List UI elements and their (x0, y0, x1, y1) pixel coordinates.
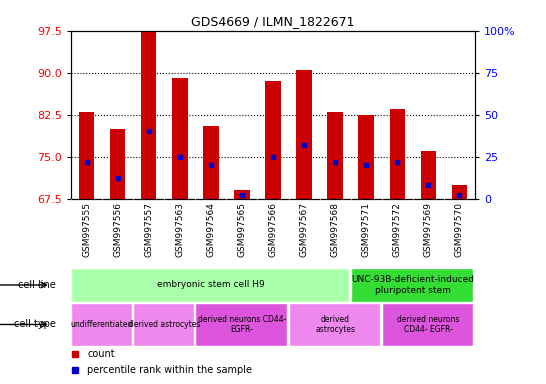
Text: cell type: cell type (14, 319, 56, 329)
Text: undifferentiated: undifferentiated (71, 320, 133, 329)
Text: GSM997569: GSM997569 (424, 202, 433, 257)
Text: cell line: cell line (17, 280, 56, 290)
Text: derived astrocytes: derived astrocytes (128, 320, 200, 329)
Text: GSM997567: GSM997567 (300, 202, 308, 257)
Text: GSM997566: GSM997566 (269, 202, 277, 257)
Text: GSM997568: GSM997568 (331, 202, 340, 257)
Text: GSM997555: GSM997555 (82, 202, 91, 257)
Bar (351, 268, 473, 301)
Bar (382, 303, 473, 346)
Bar (141, 31, 157, 199)
Bar (195, 303, 287, 346)
Bar (71, 303, 132, 346)
Text: GSM997571: GSM997571 (362, 202, 371, 257)
Text: derived neurons
CD44- EGFR-: derived neurons CD44- EGFR- (397, 315, 460, 334)
Bar (234, 190, 250, 199)
Bar (296, 70, 312, 199)
Bar (420, 151, 436, 199)
Bar (110, 129, 126, 199)
Text: GSM997572: GSM997572 (393, 202, 402, 257)
Text: GSM997565: GSM997565 (238, 202, 246, 257)
Bar (288, 303, 380, 346)
Text: embryonic stem cell H9: embryonic stem cell H9 (157, 280, 265, 290)
Text: count: count (87, 349, 115, 359)
Text: derived
astrocytes: derived astrocytes (315, 315, 355, 334)
Text: GSM997563: GSM997563 (175, 202, 184, 257)
Text: GSM997570: GSM997570 (455, 202, 464, 257)
Text: GSM997556: GSM997556 (113, 202, 122, 257)
Bar (452, 185, 467, 199)
Bar (265, 81, 281, 199)
Bar (389, 109, 405, 199)
Text: UNC-93B-deficient-induced
pluripotent stem: UNC-93B-deficient-induced pluripotent st… (352, 275, 474, 295)
Text: GSM997557: GSM997557 (144, 202, 153, 257)
Text: derived neurons CD44-
EGFR-: derived neurons CD44- EGFR- (198, 315, 286, 334)
Bar (359, 115, 374, 199)
Text: GSM997564: GSM997564 (206, 202, 215, 257)
Bar (79, 112, 94, 199)
Title: GDS4669 / ILMN_1822671: GDS4669 / ILMN_1822671 (191, 15, 355, 28)
Bar (328, 112, 343, 199)
Bar (71, 268, 349, 301)
Bar (133, 303, 194, 346)
Bar (203, 126, 218, 199)
Bar (172, 78, 187, 199)
Text: percentile rank within the sample: percentile rank within the sample (87, 366, 252, 376)
